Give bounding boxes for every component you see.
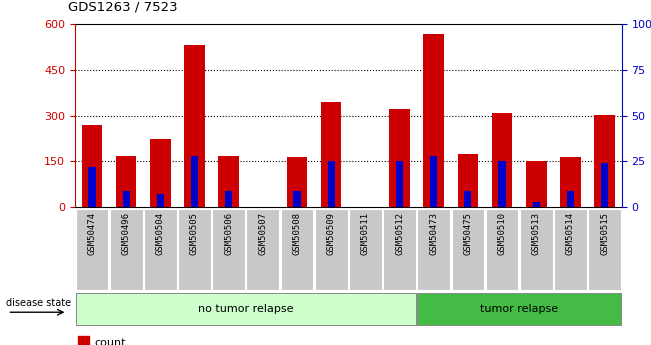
Bar [533, 201, 540, 207]
Text: GSM50509: GSM50509 [327, 212, 336, 255]
Bar [178, 209, 211, 290]
Bar [157, 194, 164, 207]
Bar [191, 156, 198, 207]
Text: tumor relapse: tumor relapse [480, 304, 559, 314]
Bar [520, 209, 553, 290]
Bar [82, 125, 102, 207]
Bar [321, 102, 341, 207]
Bar [560, 157, 581, 207]
Bar [212, 209, 245, 290]
Bar [417, 293, 621, 325]
Bar [486, 209, 518, 290]
Bar [247, 209, 279, 290]
Text: GDS1263 / 7523: GDS1263 / 7523 [68, 0, 178, 13]
Text: GSM50504: GSM50504 [156, 212, 165, 255]
Text: GSM50475: GSM50475 [464, 212, 473, 255]
Bar [286, 157, 307, 207]
Bar [554, 209, 587, 290]
Text: GSM50511: GSM50511 [361, 212, 370, 255]
Bar [417, 209, 450, 290]
Text: GSM50510: GSM50510 [497, 212, 506, 255]
Bar [383, 209, 416, 290]
Text: no tumor relapse: no tumor relapse [198, 304, 294, 314]
Bar [594, 115, 615, 207]
Bar [464, 190, 471, 207]
Bar [281, 209, 313, 290]
Bar [423, 34, 444, 207]
Text: GSM50515: GSM50515 [600, 212, 609, 255]
Bar [184, 46, 204, 207]
Text: GSM50505: GSM50505 [190, 212, 199, 255]
Bar [315, 209, 348, 290]
Bar [144, 209, 176, 290]
Bar [76, 209, 108, 290]
Text: GSM50474: GSM50474 [87, 212, 96, 255]
Text: GSM50512: GSM50512 [395, 212, 404, 255]
Text: GSM50507: GSM50507 [258, 212, 268, 255]
Bar [225, 190, 232, 207]
Bar [492, 113, 512, 207]
Bar [601, 163, 608, 207]
Bar [294, 190, 301, 207]
Text: GSM50514: GSM50514 [566, 212, 575, 255]
Text: GSM50513: GSM50513 [532, 212, 541, 255]
Bar [349, 209, 381, 290]
Bar [458, 154, 478, 207]
Bar [122, 190, 130, 207]
Text: GSM50506: GSM50506 [224, 212, 233, 255]
Bar [589, 209, 621, 290]
Bar [89, 167, 96, 207]
Bar [526, 161, 546, 207]
Bar [499, 161, 506, 207]
Text: count: count [94, 338, 126, 345]
Text: disease state: disease state [6, 298, 71, 307]
Bar [430, 156, 437, 207]
Bar [452, 209, 484, 290]
Bar [150, 139, 171, 207]
Bar [219, 156, 239, 207]
Bar [567, 190, 574, 207]
Text: GSM50496: GSM50496 [122, 212, 131, 255]
Bar [110, 209, 143, 290]
Bar [327, 161, 335, 207]
Bar [77, 336, 89, 345]
Text: GSM50508: GSM50508 [292, 212, 301, 255]
Bar [116, 156, 137, 207]
Bar [396, 161, 403, 207]
Bar [76, 293, 416, 325]
Bar [389, 109, 409, 207]
Text: GSM50473: GSM50473 [429, 212, 438, 255]
